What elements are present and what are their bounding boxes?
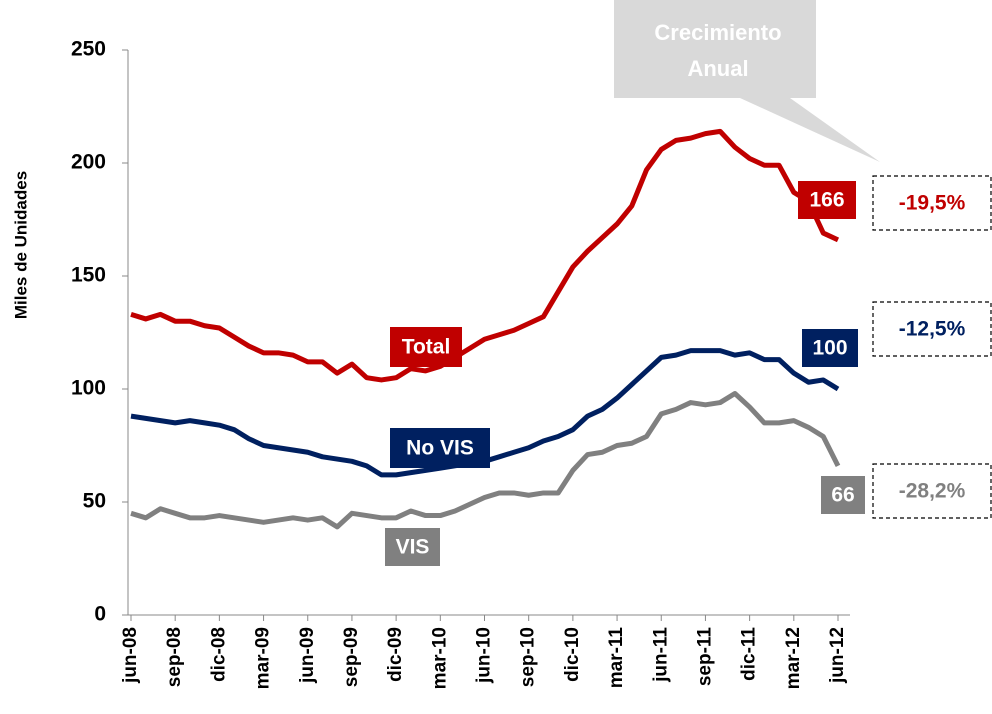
change-box [872,463,992,519]
x-tick-label: jun-09 [297,627,318,684]
change-box [872,301,992,357]
x-tick-label: sep-08 [164,627,185,687]
change-label: -28,2% [899,480,966,503]
x-tick-label: sep-10 [518,627,539,687]
series-label-box [390,428,490,468]
change-box [872,175,992,231]
y-tick-label: 200 [71,151,106,174]
series-line [130,128,840,383]
y-tick-label: 150 [71,264,106,287]
end-label-box [821,476,865,514]
x-tick-label: jun-12 [827,627,848,684]
change-label: -12,5% [899,318,966,341]
x-tick-label: jun-11 [650,627,671,683]
series-label-box [390,327,462,367]
data-label: 66 [831,484,854,507]
data-label: 166 [809,189,844,212]
series-line [130,391,841,530]
y-axis-label: Miles de Unidades [11,171,30,319]
x-tick-label: dic-10 [562,627,583,682]
y-tick-label: 100 [71,377,106,400]
legend-label: Total [402,336,451,359]
legend-label: No VIS [406,437,474,460]
change-label: -19,5% [899,192,966,215]
y-tick-label: 0 [94,603,106,626]
callout [614,0,880,162]
series-label-box [385,528,440,566]
data-label: 100 [812,337,847,360]
y-tick-label: 50 [83,490,106,513]
x-tick-label: sep-09 [341,627,362,687]
end-label-box [802,329,858,367]
x-tick-label: mar-12 [783,627,804,689]
x-tick-label: jun-10 [474,627,495,684]
x-tick-label: jun-08 [120,627,141,684]
x-tick-label: mar-11 [606,627,627,689]
x-tick-label: sep-11 [694,627,715,687]
x-tick-label: dic-08 [208,627,229,682]
x-tick-label: mar-09 [253,627,274,689]
callout-text: Crecimiento [654,20,781,45]
legend-label: VIS [396,536,430,559]
x-tick-label: mar-10 [429,627,450,689]
callout-text: Anual [687,56,748,81]
end-label-box [798,181,856,219]
y-tick-label: 250 [71,38,106,61]
x-tick-label: dic-11 [739,627,760,681]
x-tick-label: dic-09 [385,627,406,682]
